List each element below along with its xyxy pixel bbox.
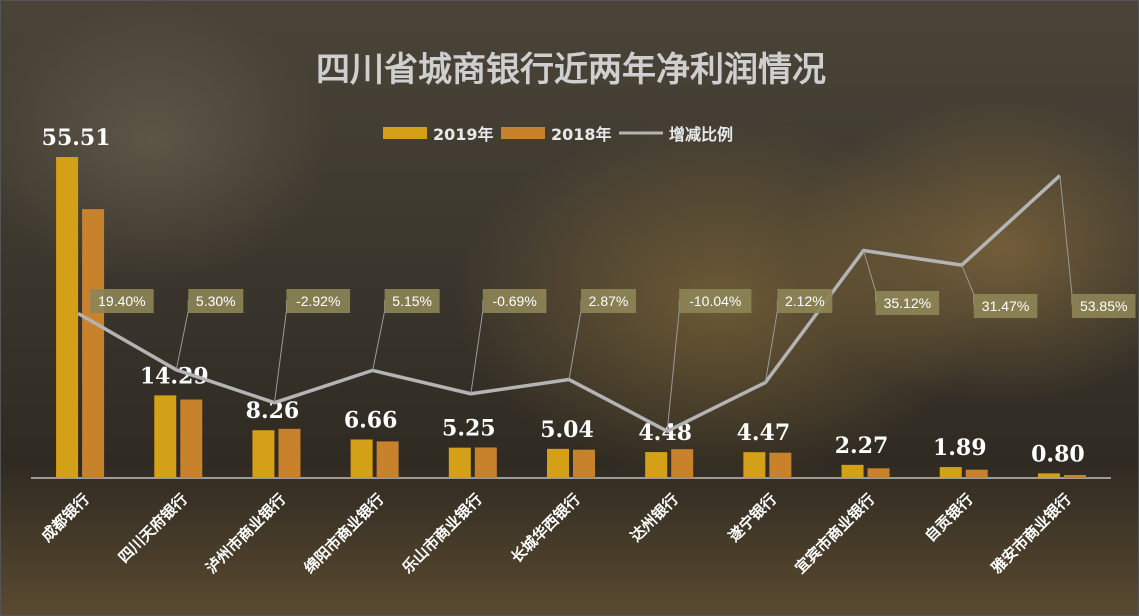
ratio-callout-2: -2.92% bbox=[273, 289, 351, 403]
ratio-callout-4: -0.69% bbox=[470, 289, 547, 394]
ratio-leader-6 bbox=[666, 300, 680, 432]
ratio-label-8: 35.12% bbox=[884, 295, 931, 311]
ratio-label-5: 2.87% bbox=[589, 293, 629, 309]
bar-2018-0 bbox=[82, 209, 105, 478]
category-label-10: 雅安市商业银行 bbox=[987, 490, 1075, 578]
bar-2019-2 bbox=[252, 430, 275, 478]
value-label-5: 5.04 bbox=[540, 417, 594, 443]
category-label-0: 成都银行 bbox=[38, 490, 93, 545]
bar-2018-3 bbox=[376, 441, 399, 478]
legend-label-1: 2018年 bbox=[551, 125, 612, 144]
ratio-callout-1: 5.30% bbox=[175, 289, 244, 370]
ratio-label-10: 53.85% bbox=[1080, 298, 1127, 314]
value-label-9: 1.89 bbox=[933, 435, 987, 461]
bar-2019-0 bbox=[56, 157, 79, 478]
ratio-leader-5 bbox=[568, 300, 582, 380]
bar-2019-9 bbox=[939, 467, 962, 478]
value-label-7: 4.47 bbox=[737, 420, 791, 446]
legend-label-2: 增减比例 bbox=[669, 125, 733, 144]
ratio-callout-7: 2.12% bbox=[764, 289, 833, 383]
ratio-label-box-5 bbox=[581, 289, 636, 313]
ratio-callout-3: 5.15% bbox=[372, 289, 440, 371]
ratio-callout-9: 31.47% bbox=[961, 264, 1038, 318]
bar-2019-7 bbox=[743, 452, 766, 478]
category-label-4: 乐山市商业银行 bbox=[399, 490, 486, 577]
bar-2018-8 bbox=[867, 468, 890, 478]
bar-2018-9 bbox=[965, 469, 988, 478]
ratio-callout-5: 2.87% bbox=[568, 289, 636, 380]
ratio-callout-0: 19.40% bbox=[90, 289, 154, 313]
bar-2019-6 bbox=[645, 452, 668, 478]
category-label-3: 绵阳市商业银行 bbox=[300, 490, 387, 577]
bar-2018-1 bbox=[180, 399, 203, 478]
ratio-callout-8: 35.12% bbox=[863, 250, 940, 315]
plot-area: 55.51成都银行14.29四川天府银行8.26泸州市商业银行6.66绵阳市商业… bbox=[31, 125, 1136, 578]
ratio-leader-9 bbox=[961, 264, 975, 305]
bar-2018-4 bbox=[474, 447, 497, 478]
value-label-10: 0.80 bbox=[1031, 441, 1085, 467]
ratio-label-box-0 bbox=[90, 289, 154, 313]
ratio-leader-2 bbox=[273, 300, 287, 403]
category-label-8: 宜宾市商业银行 bbox=[791, 490, 878, 577]
bar-2018-10 bbox=[1063, 474, 1086, 478]
ratio-label-box-7 bbox=[777, 289, 833, 313]
ratio-label-2: -2.92% bbox=[296, 293, 340, 309]
ratio-callout-6: -10.04% bbox=[666, 289, 752, 432]
ratio-label-7: 2.12% bbox=[785, 293, 825, 309]
bar-2019-1 bbox=[154, 395, 177, 478]
category-label-1: 四川天府银行 bbox=[115, 490, 191, 566]
category-label-6: 达州银行 bbox=[627, 490, 682, 545]
bar-2019-10 bbox=[1037, 473, 1060, 478]
legend-swatch-1 bbox=[501, 127, 545, 139]
ratio-label-box-3 bbox=[384, 289, 440, 313]
category-label-7: 遂宁银行 bbox=[725, 490, 780, 545]
ratio-label-box-2 bbox=[286, 289, 351, 313]
ratio-leader-8 bbox=[863, 250, 877, 302]
bar-2018-2 bbox=[278, 428, 301, 478]
ratio-label-box-1 bbox=[188, 289, 244, 313]
ratio-leader-3 bbox=[372, 300, 386, 371]
bar-2019-4 bbox=[448, 447, 471, 478]
legend: 2019年 2018年 增减比例 bbox=[383, 125, 733, 144]
ratio-label-0: 19.40% bbox=[98, 293, 145, 309]
ratio-label-3: 5.15% bbox=[392, 293, 432, 309]
category-label-5: 长城华西银行 bbox=[507, 490, 583, 566]
bar-2018-6 bbox=[671, 449, 694, 478]
ratio-label-9: 31.47% bbox=[982, 298, 1029, 314]
category-label-2: 泸州市商业银行 bbox=[202, 490, 289, 577]
legend-swatch-0 bbox=[383, 127, 427, 139]
ratio-callout-10: 53.85% bbox=[1059, 175, 1136, 318]
bar-2019-8 bbox=[841, 464, 864, 478]
bar-2018-7 bbox=[769, 452, 792, 478]
category-label-9: 自贡银行 bbox=[921, 490, 976, 545]
value-label-4: 5.25 bbox=[442, 416, 496, 442]
ratio-label-box-4 bbox=[482, 289, 547, 313]
ratio-label-box-6 bbox=[679, 289, 752, 313]
bar-2019-3 bbox=[350, 439, 373, 478]
ratio-leader-1 bbox=[175, 300, 189, 370]
ratio-leader-10 bbox=[1059, 175, 1073, 305]
ratio-label-1: 5.30% bbox=[196, 293, 236, 309]
ratio-label-box-9 bbox=[973, 294, 1038, 318]
bar-2018-5 bbox=[573, 449, 595, 478]
ratio-label-6: -10.04% bbox=[689, 293, 741, 309]
value-label-0: 55.51 bbox=[42, 125, 111, 151]
value-label-8: 2.27 bbox=[835, 433, 889, 459]
ratio-leader-4 bbox=[470, 300, 484, 394]
chart-title: 四川省城商银行近两年净利润情况 bbox=[316, 50, 826, 90]
ratio-label-box-10 bbox=[1071, 294, 1136, 318]
value-label-3: 6.66 bbox=[344, 407, 398, 433]
ratio-label-box-8 bbox=[875, 291, 940, 315]
bar-2019-5 bbox=[547, 448, 569, 478]
legend-label-0: 2019年 bbox=[433, 125, 494, 144]
ratio-label-4: -0.69% bbox=[492, 293, 536, 309]
